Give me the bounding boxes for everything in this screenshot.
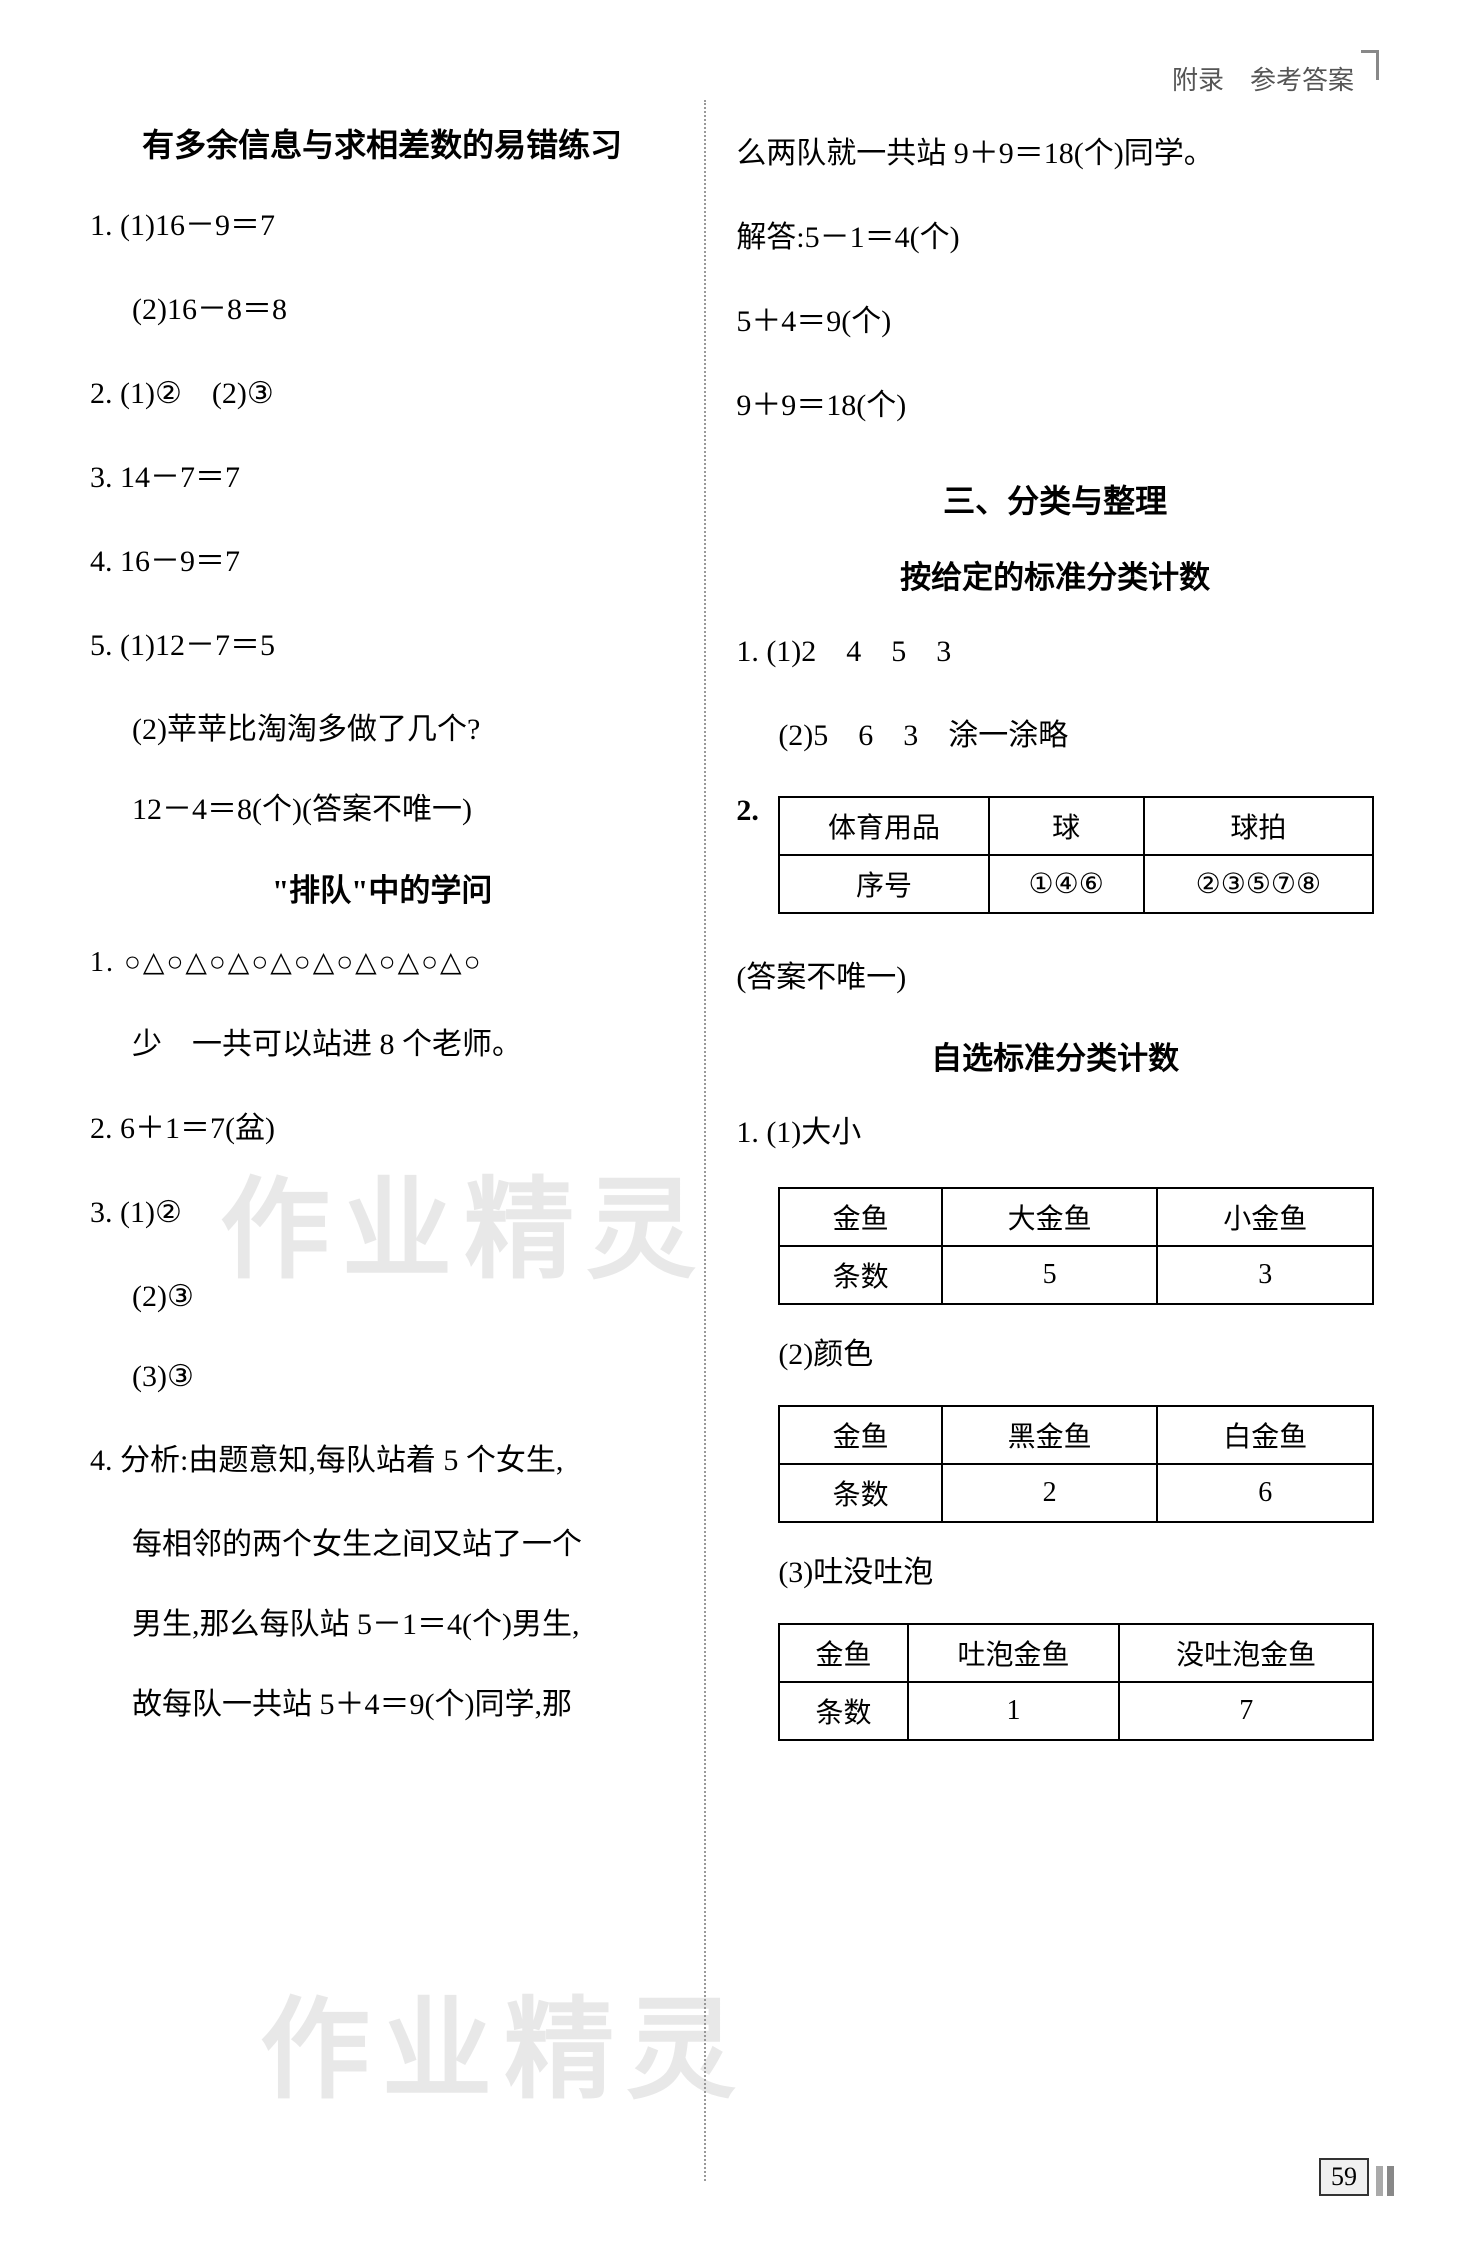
- table-cell: 金鱼: [779, 1188, 942, 1246]
- table-cell: 白金鱼: [1157, 1406, 1373, 1464]
- chapter-title: 三、分类与整理: [736, 476, 1374, 522]
- answer-item: 3. 14－7＝7: [90, 448, 674, 508]
- answer-item: (3)③: [132, 1347, 674, 1407]
- table-row: 金鱼 黑金鱼 白金鱼: [779, 1406, 1373, 1464]
- page-number: 59: [1319, 2158, 1369, 2196]
- answer-item: (2)颜色: [778, 1325, 1374, 1385]
- answer-item: 4. 16－9＝7: [90, 532, 674, 592]
- answer-item: 3. (1)②: [90, 1183, 674, 1243]
- answer-item: 1. (1)16－9＝7: [90, 196, 674, 256]
- page-header: 附录 参考答案: [1172, 60, 1354, 97]
- two-column-layout: 有多余信息与求相差数的易错练习 1. (1)16－9＝7 (2)16－8＝8 2…: [90, 100, 1374, 2181]
- table-row: 序号 ①④⑥ ②③⑤⑦⑧: [779, 855, 1373, 913]
- answer-item: 2. 6＋1＝7(盆): [90, 1099, 674, 1159]
- answer-item: 2. (1)② (2)③: [90, 364, 674, 424]
- answer-item: 么两队就一共站 9＋9＝18(个)同学。: [736, 124, 1374, 184]
- table-cell: 没吐泡金鱼: [1119, 1624, 1373, 1682]
- table-cell: 金鱼: [779, 1624, 907, 1682]
- answer-item: 1. (1)大小: [736, 1103, 1374, 1163]
- answer-table-container: 2. 体育用品 球 球拍 序号 ①④⑥ ②③⑤⑦⑧: [736, 786, 1374, 924]
- table-row: 金鱼 吐泡金鱼 没吐泡金鱼: [779, 1624, 1373, 1682]
- table-row: 金鱼 大金鱼 小金鱼: [779, 1188, 1373, 1246]
- table-row: 体育用品 球 球拍: [779, 797, 1373, 855]
- answer-item: (2)③: [132, 1267, 674, 1327]
- answer-item: (2)5 6 3 涂一涂略: [778, 706, 1374, 766]
- table-row: 条数 2 6: [779, 1464, 1373, 1522]
- answer-note: (答案不唯一): [736, 948, 1374, 1008]
- table-cell: 球: [989, 797, 1144, 855]
- classification-table: 体育用品 球 球拍 序号 ①④⑥ ②③⑤⑦⑧: [778, 796, 1374, 914]
- answer-item: 每相邻的两个女生之间又站了一个: [132, 1515, 674, 1575]
- table-cell: 3: [1157, 1246, 1373, 1304]
- table-cell: 2: [942, 1464, 1158, 1522]
- subsection-title: 自选标准分类计数: [736, 1033, 1374, 1078]
- subsection-title: 按给定的标准分类计数: [736, 552, 1374, 597]
- answer-item: 9＋9＝18(个): [736, 376, 1374, 436]
- table-cell: 1: [908, 1682, 1120, 1740]
- answer-item: 5＋4＝9(个): [736, 292, 1374, 352]
- goldfish-size-table: 金鱼 大金鱼 小金鱼 条数 5 3: [778, 1187, 1374, 1305]
- answer-item: 解答:5－1＝4(个): [736, 208, 1374, 268]
- page-decoration-icon: [1376, 2166, 1394, 2196]
- question-number: 2.: [736, 786, 778, 828]
- table-cell: 小金鱼: [1157, 1188, 1373, 1246]
- table-cell: 金鱼: [779, 1406, 942, 1464]
- table-row: 条数 5 3: [779, 1246, 1373, 1304]
- answer-item: (2)苹苹比淘淘多做了几个?: [132, 700, 674, 760]
- table-cell: 5: [942, 1246, 1158, 1304]
- answer-item: 1. (1)2 4 5 3: [736, 622, 1374, 682]
- right-column: 么两队就一共站 9＋9＝18(个)同学。 解答:5－1＝4(个) 5＋4＝9(个…: [706, 100, 1374, 2181]
- answer-item: 男生,那么每队站 5－1＝4(个)男生,: [132, 1595, 674, 1655]
- answer-item: (2)16－8＝8: [132, 280, 674, 340]
- answer-item-shapes: 1. ○△○△○△○△○△○△○△○△○: [90, 935, 674, 991]
- table-cell: ②③⑤⑦⑧: [1144, 855, 1373, 913]
- answer-item: 5. (1)12－7＝5: [90, 616, 674, 676]
- answer-item: 12－4＝8(个)(答案不唯一): [132, 780, 674, 840]
- left-column: 有多余信息与求相差数的易错练习 1. (1)16－9＝7 (2)16－8＝8 2…: [90, 100, 706, 2181]
- table-cell: 7: [1119, 1682, 1373, 1740]
- table-cell: 球拍: [1144, 797, 1373, 855]
- table-cell: 大金鱼: [942, 1188, 1158, 1246]
- answer-item: 少 一共可以站进 8 个老师。: [132, 1015, 674, 1075]
- table-cell: 黑金鱼: [942, 1406, 1158, 1464]
- table-cell: ①④⑥: [989, 855, 1144, 913]
- answer-item: (3)吐没吐泡: [778, 1543, 1374, 1603]
- table-cell: 条数: [779, 1682, 907, 1740]
- subsection-title: "排队"中的学问: [90, 865, 674, 910]
- goldfish-color-table: 金鱼 黑金鱼 白金鱼 条数 2 6: [778, 1405, 1374, 1523]
- table-cell: 序号: [779, 855, 988, 913]
- table-cell: 条数: [779, 1246, 942, 1304]
- header-corner-decoration: [1361, 50, 1379, 80]
- table-cell: 体育用品: [779, 797, 988, 855]
- answer-item: 4. 分析:由题意知,每队站着 5 个女生,: [90, 1431, 674, 1491]
- table-row: 条数 1 7: [779, 1682, 1373, 1740]
- section-title: 有多余信息与求相差数的易错练习: [90, 120, 674, 166]
- answer-item: 故每队一共站 5＋4＝9(个)同学,那: [132, 1675, 674, 1735]
- table-cell: 吐泡金鱼: [908, 1624, 1120, 1682]
- table-cell: 条数: [779, 1464, 942, 1522]
- table-cell: 6: [1157, 1464, 1373, 1522]
- goldfish-bubble-table: 金鱼 吐泡金鱼 没吐泡金鱼 条数 1 7: [778, 1623, 1374, 1741]
